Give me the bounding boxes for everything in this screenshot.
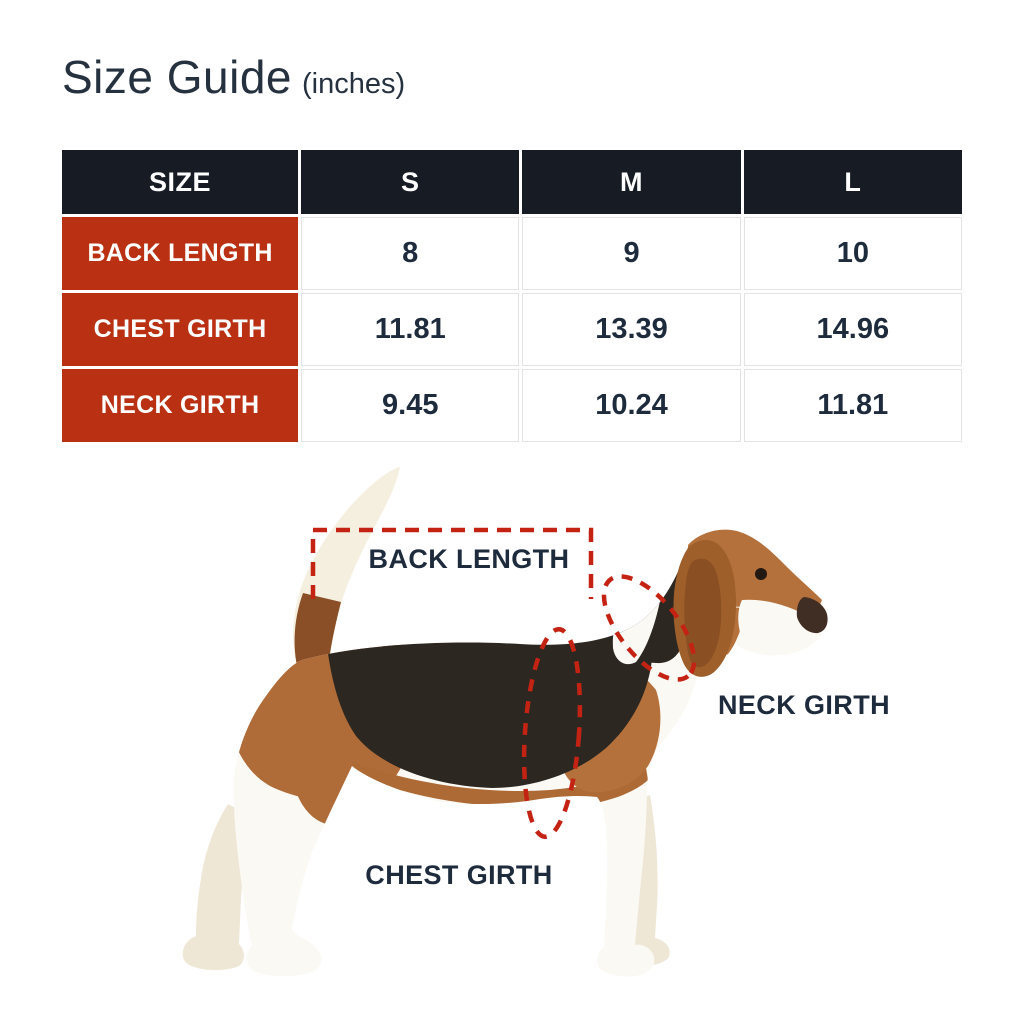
- col-header-l: L: [743, 150, 962, 214]
- dog-nose: [796, 597, 828, 634]
- table-cell: 9: [522, 217, 741, 290]
- table-cell: 10: [743, 217, 962, 290]
- neck-girth-label: NECK GIRTH: [718, 690, 890, 720]
- table-row-neck-girth: NECK GIRTH 9.45 10.24 11.81: [62, 369, 962, 442]
- col-header-size: SIZE: [62, 150, 299, 214]
- table-cell: 9.45: [301, 369, 520, 442]
- measurement-annotations: [310, 527, 697, 840]
- row-label-chest-girth: CHEST GIRTH: [62, 293, 299, 366]
- page-title-text: Size Guide: [62, 51, 293, 103]
- chest-girth-ellipse: [521, 626, 583, 840]
- col-header-m: M: [522, 150, 741, 214]
- dog-illustration: [182, 467, 828, 977]
- table-row-back-length: BACK LENGTH 8 9 10: [62, 217, 962, 290]
- table-cell: 11.81: [743, 369, 962, 442]
- size-table: SIZE S M L BACK LENGTH 8 9 10 CHEST GIRT…: [59, 147, 965, 445]
- table-cell: 11.81: [301, 293, 520, 366]
- page-title: Size Guide (inches): [62, 50, 405, 104]
- neck-girth-ellipse: [601, 574, 697, 682]
- table-cell: 14.96: [743, 293, 962, 366]
- back-length-bracket: [310, 527, 594, 599]
- row-label-back-length: BACK LENGTH: [62, 217, 299, 290]
- dog-thigh-patch: [297, 758, 352, 824]
- table-row-chest-girth: CHEST GIRTH 11.81 13.39 14.96: [62, 293, 962, 366]
- dog-eye: [755, 568, 767, 580]
- chest-girth-label: CHEST GIRTH: [365, 860, 553, 890]
- dog-tail-base: [294, 593, 341, 670]
- col-header-s: S: [301, 150, 520, 214]
- dog-ear-inner-shade: [684, 558, 722, 668]
- table-cell: 8: [301, 217, 520, 290]
- unit-note: (inches): [302, 68, 406, 100]
- row-label-neck-girth: NECK GIRTH: [62, 369, 299, 442]
- table-header-row: SIZE S M L: [62, 150, 962, 214]
- table-cell: 10.24: [522, 369, 741, 442]
- dog-saddle: [326, 627, 652, 788]
- back-length-label: BACK LENGTH: [368, 544, 570, 574]
- table-cell: 13.39: [522, 293, 741, 366]
